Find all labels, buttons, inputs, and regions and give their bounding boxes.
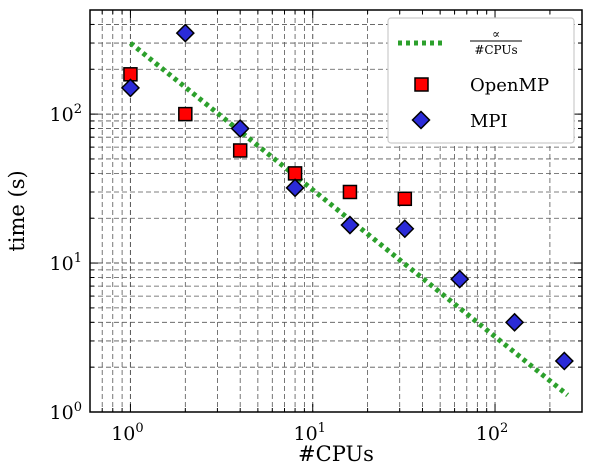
mpi-point (340, 215, 360, 235)
legend: ∝ #CPUs OpenMP MPI (387, 17, 575, 144)
x-tick-label: 100 (111, 421, 143, 445)
openmp-point (397, 191, 413, 207)
y-tick-label: 100 (50, 400, 82, 424)
mpi-point (285, 178, 305, 198)
legend-label-openmp: OpenMP (470, 75, 549, 96)
y-tick-label: 101 (50, 251, 82, 275)
plot-frame (89, 9, 583, 413)
tick-marks (90, 9, 582, 413)
mpi-point (505, 312, 525, 332)
openmp-point (342, 184, 358, 200)
mpi-point (175, 23, 195, 43)
tick-labels: 100 101 102 100 101 102 (50, 102, 509, 445)
legend-label-mpi: MPI (470, 111, 508, 132)
openmp-point (287, 166, 303, 181)
marker-layer (120, 23, 574, 371)
openmp-point (232, 143, 248, 158)
legend-label-ideal-denominator: #CPUs (474, 43, 517, 57)
x-axis-label: #CPUs (298, 442, 374, 466)
mpi-point (230, 118, 250, 139)
legend-label-ideal-numerator: ∝ (492, 27, 500, 41)
x-tick-label: 101 (293, 421, 325, 445)
mpi-point (395, 219, 415, 239)
y-axis-label: time (s) (5, 170, 29, 251)
mpi-point (554, 351, 574, 371)
legend-swatch-openmp (414, 77, 429, 92)
mpi-point (120, 78, 141, 98)
mpi-point (450, 269, 470, 289)
legend-box (387, 17, 575, 144)
openmp-point (178, 106, 193, 122)
y-tick-label: 102 (50, 102, 82, 126)
x-tick-label: 102 (476, 421, 508, 445)
legend-swatch-mpi (411, 110, 431, 130)
